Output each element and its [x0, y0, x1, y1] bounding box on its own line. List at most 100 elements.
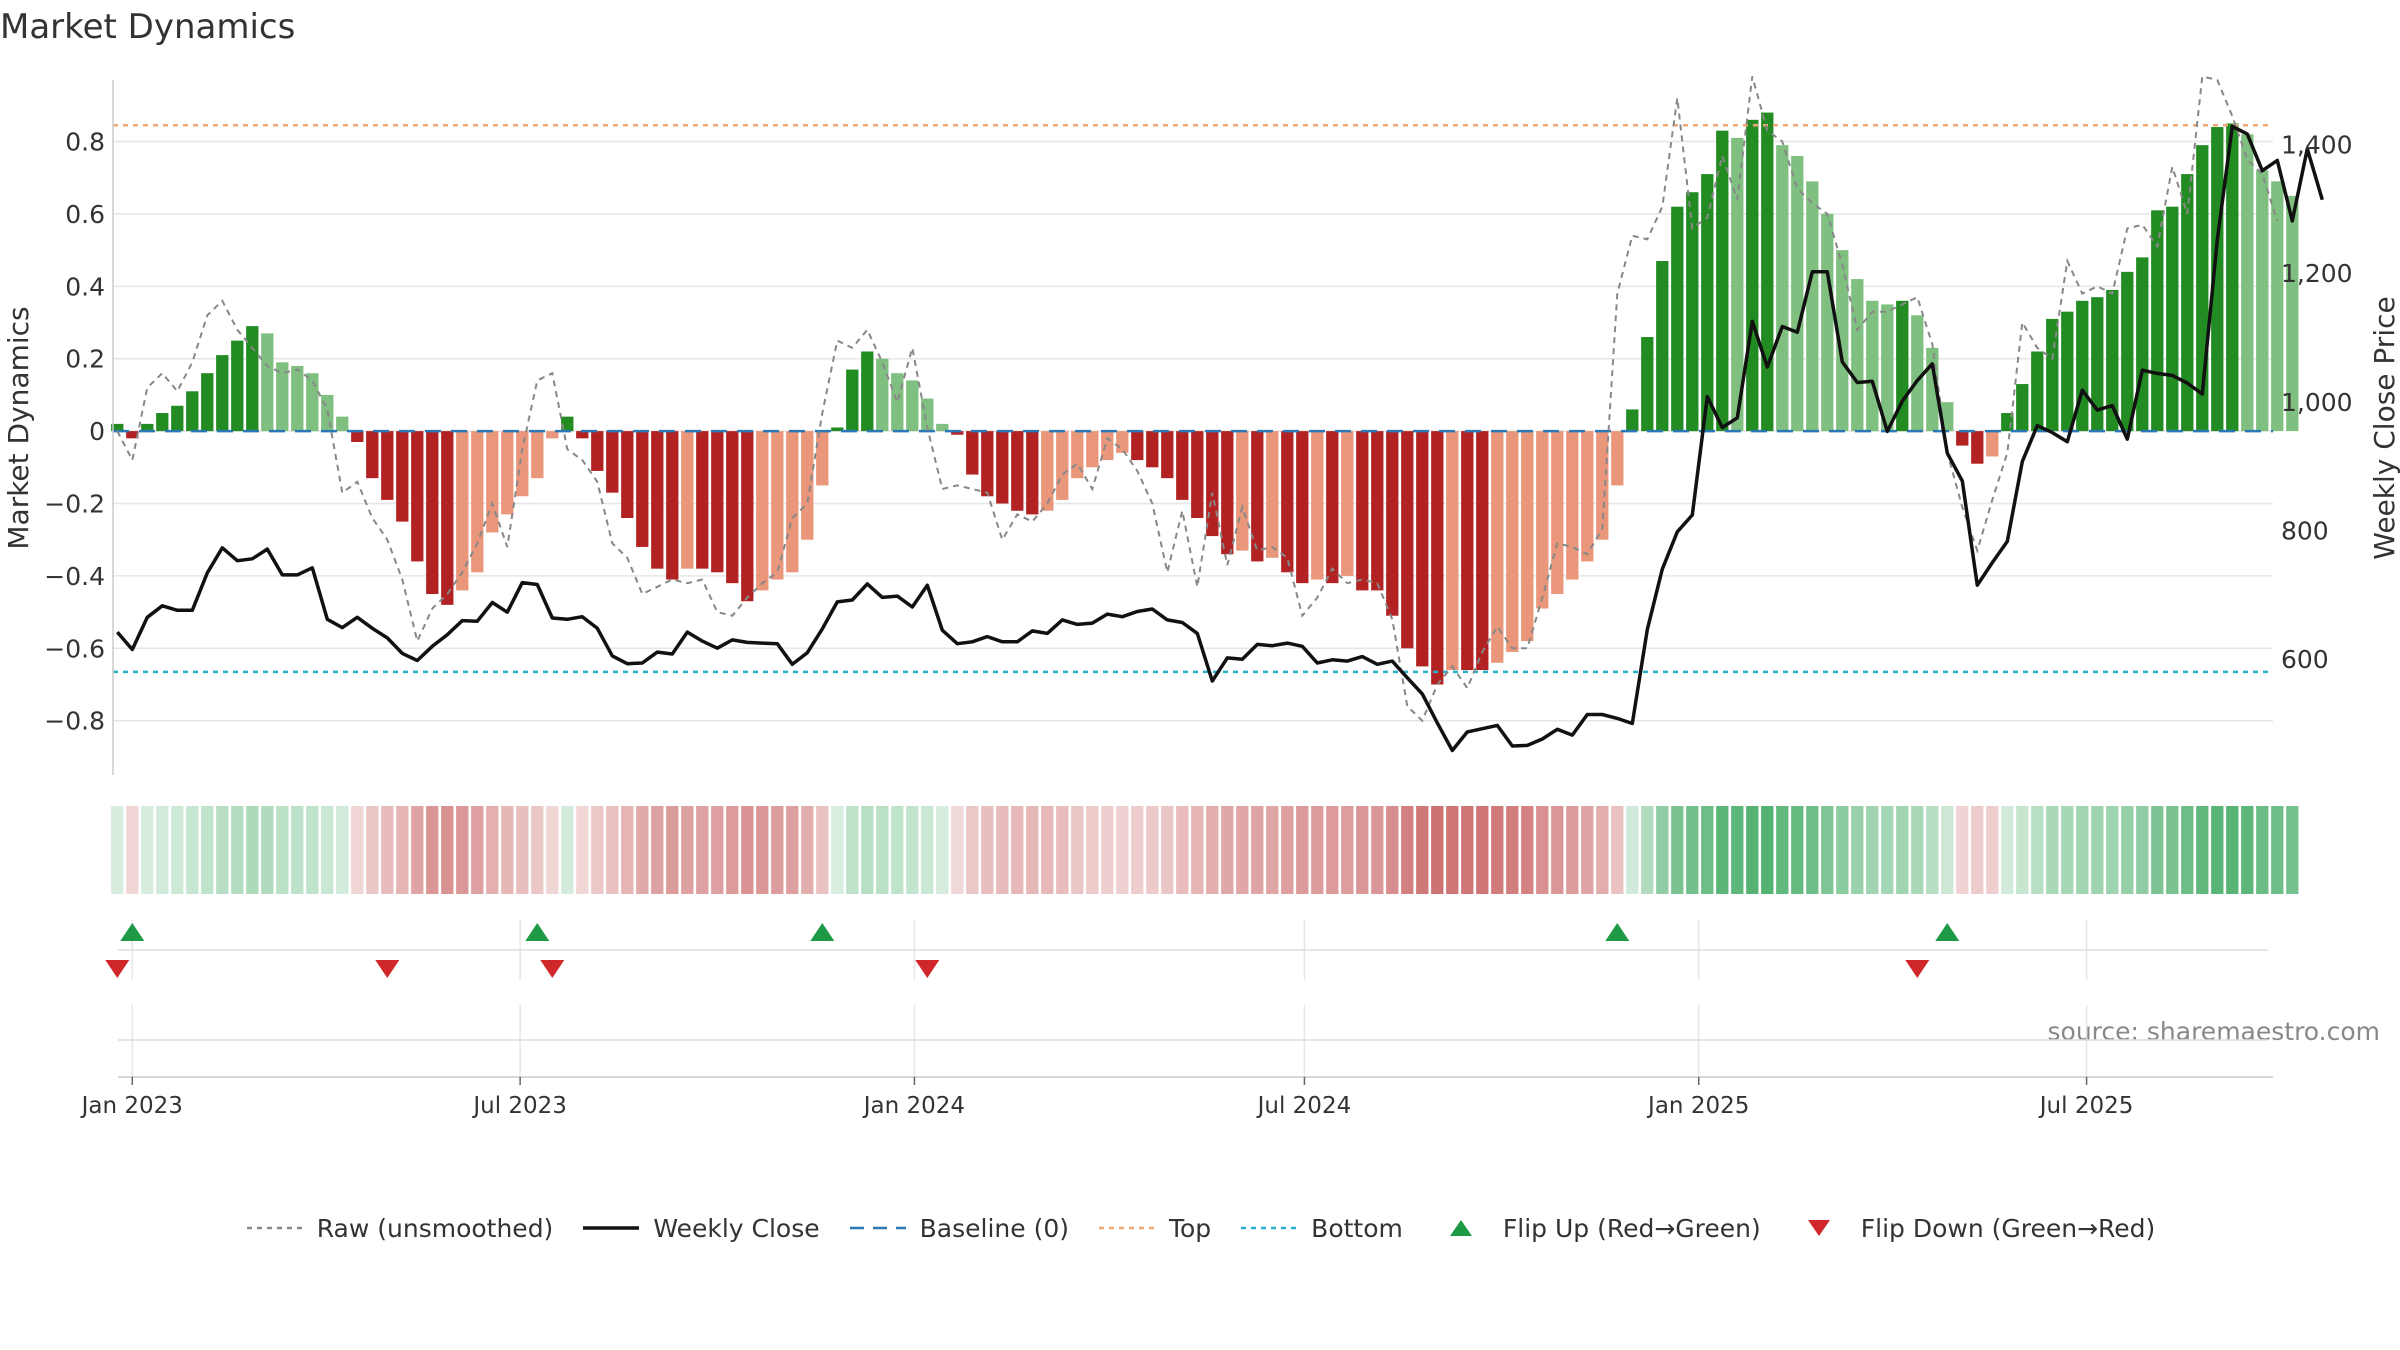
market-dynamics-bar: [1746, 119, 1759, 432]
weekly-close-point: [1782, 326, 1783, 327]
regime-strip-cell: [231, 806, 244, 894]
regime-strip-cell: [216, 806, 229, 894]
regime-strip-cell: [441, 806, 454, 894]
weekly-close-point: [2142, 370, 2143, 371]
market-dynamics-bar: [1821, 213, 1834, 432]
regime-strip-cell: [1686, 806, 1699, 894]
regime-strip-cell: [2256, 806, 2269, 894]
weekly-close-point: [1977, 585, 1978, 586]
market-dynamics-bar: [2181, 174, 2194, 432]
weekly-close-point: [1707, 396, 1708, 397]
weekly-close-point: [612, 655, 613, 656]
market-dynamics-bar: [2271, 181, 2284, 432]
regime-strip-cell: [996, 806, 1009, 894]
regime-strip-cell: [261, 806, 274, 894]
market-dynamics-bar: [1911, 315, 1924, 432]
weekly-close-point: [1512, 745, 1513, 746]
regime-strip-cell: [1611, 806, 1624, 894]
raw-point: [882, 362, 883, 363]
market-dynamics-bar: [651, 431, 664, 569]
market-dynamics-bar: [666, 431, 679, 580]
weekly-close-point: [552, 617, 553, 618]
raw-point: [822, 412, 823, 413]
regime-strip-cell: [666, 806, 679, 894]
regime-strip-cell: [1401, 806, 1414, 894]
weekly-close-point: [2082, 390, 2083, 391]
regime-strip-cell: [1821, 806, 1834, 894]
market-dynamics-bar: [1251, 431, 1264, 562]
market-dynamics-bar: [2031, 351, 2044, 432]
raw-point: [1227, 564, 1228, 565]
weekly-close-point: [702, 641, 703, 642]
weekly-close-point: [942, 630, 943, 631]
regime-strip-cell: [1101, 806, 1114, 894]
market-dynamics-bar: [411, 431, 424, 562]
market-dynamics-bar: [2286, 195, 2299, 432]
raw-point: [897, 402, 898, 403]
market-dynamics-bar: [1311, 431, 1324, 580]
market-dynamics-bar: [981, 431, 994, 497]
raw-point: [957, 485, 958, 486]
regime-strip-cell: [1851, 806, 1864, 894]
market-dynamics-bar: [1476, 431, 1489, 671]
weekly-close-point: [837, 601, 838, 602]
weekly-close-point: [1317, 662, 1318, 663]
market-dynamics-bar: [1371, 431, 1384, 591]
weekly-close-point: [747, 642, 748, 643]
x-tick-label: Jul 2024: [1256, 1093, 1352, 1119]
weekly-close-point: [1692, 514, 1693, 515]
regime-strip-cell: [2286, 806, 2299, 894]
raw-point: [777, 572, 778, 573]
weekly-close-point: [1617, 718, 1618, 719]
raw-point: [117, 431, 118, 432]
regime-strip-cell: [2271, 806, 2284, 894]
regime-strip-cell: [2046, 806, 2059, 894]
regime-strip-cell: [1296, 806, 1309, 894]
raw-point: [477, 543, 478, 544]
weekly-close-point: [237, 560, 238, 561]
regime-strip-cell: [471, 806, 484, 894]
weekly-close-point: [1362, 656, 1363, 657]
weekly-close-point: [1242, 659, 1243, 660]
raw-point: [1962, 507, 1963, 508]
market-dynamics-bar: [1536, 431, 1549, 609]
raw-point: [1737, 199, 1738, 200]
market-dynamics-bar: [1641, 337, 1654, 432]
market-dynamics-bar: [2166, 206, 2179, 432]
weekly-close-point: [1152, 608, 1153, 609]
raw-point: [1617, 293, 1618, 294]
market-dynamics-bar: [531, 431, 544, 479]
raw-point: [267, 365, 268, 366]
raw-point: [1167, 572, 1168, 573]
regime-strip-cell: [1536, 806, 1549, 894]
legend-swatch-icon: [583, 1226, 640, 1230]
regime-strip-cell: [1191, 806, 1204, 894]
raw-point: [2262, 174, 2263, 175]
market-dynamics-bar: [1986, 431, 1999, 457]
weekly-close-point: [1407, 677, 1408, 678]
regime-strip-cell: [1131, 806, 1144, 894]
raw-point: [1827, 213, 1828, 214]
raw-point: [1107, 438, 1108, 439]
raw-point: [237, 329, 238, 330]
regime-strip-cell: [2241, 806, 2254, 894]
legend-label: Raw (unsmoothed): [316, 1213, 554, 1243]
market-dynamics-bar: [816, 431, 829, 486]
market-dynamics-bar: [1596, 431, 1609, 540]
regime-strip-cell: [1116, 806, 1129, 894]
signals-layer: [105, 923, 1960, 978]
regime-strip-cell: [186, 806, 199, 894]
regime-strip-cell: [1461, 806, 1474, 894]
regime-strip-cell: [1281, 806, 1294, 894]
market-dynamics-bar: [1971, 431, 1984, 464]
raw-point: [2157, 246, 2158, 247]
regime-strip-cell: [1881, 806, 1894, 894]
regime-strip-cell: [1266, 806, 1279, 894]
market-dynamics-bar: [1716, 130, 1729, 432]
raw-point: [1977, 550, 1978, 551]
flip-down-marker: [105, 960, 130, 978]
regime-strip-cell: [1491, 806, 1504, 894]
regime-strip-cell: [1041, 806, 1054, 894]
raw-point: [987, 492, 988, 493]
weekly-close-point: [1212, 680, 1213, 681]
